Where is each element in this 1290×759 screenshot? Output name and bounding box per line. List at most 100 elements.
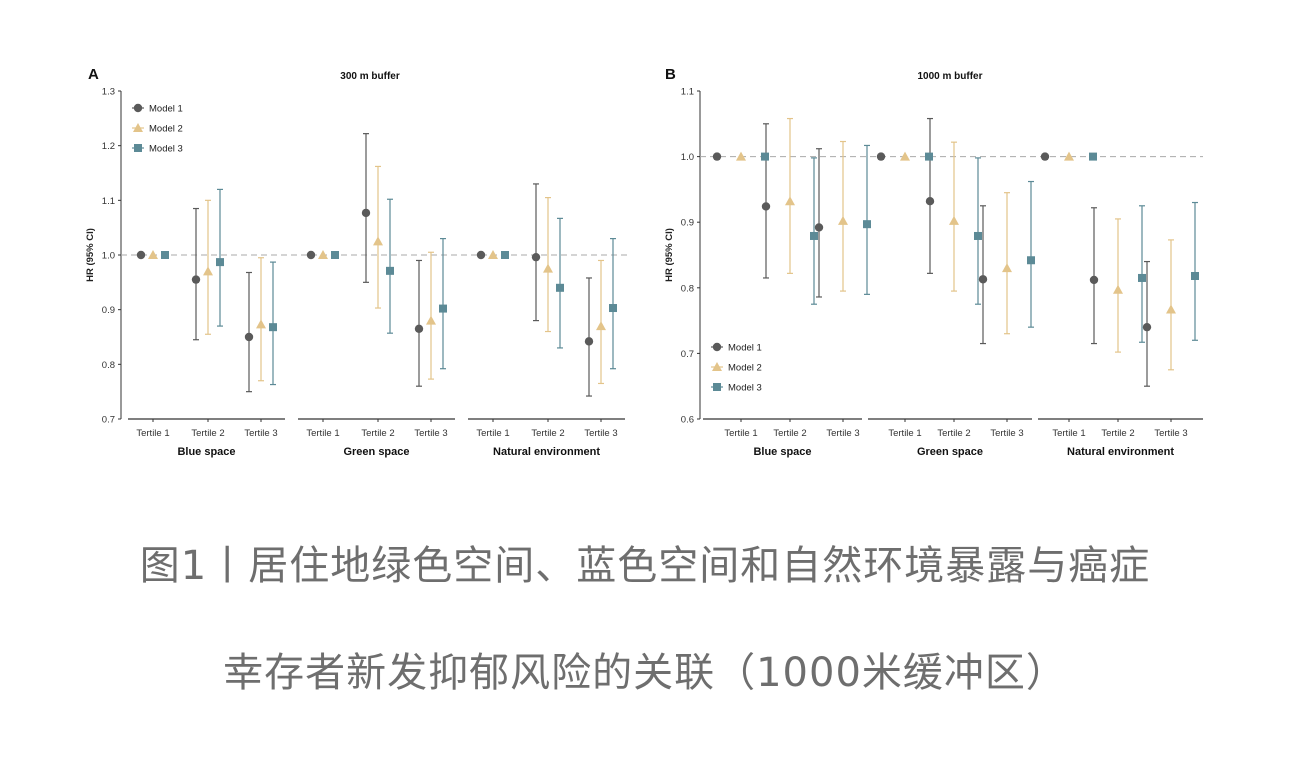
figure-caption-line-1: 图1丨居住地绿色空间、蓝色空间和自然环境暴露与癌症	[139, 543, 1151, 589]
panel-a-legend-label: Model 2	[149, 124, 183, 135]
panel-a-point	[136, 250, 146, 260]
panel-a-y-tick-label: 1.3	[102, 87, 115, 98]
panel-b-point	[925, 152, 933, 161]
panel-a-y-tick-label: 1.1	[102, 196, 115, 207]
panel-b-legend-marker	[712, 362, 722, 371]
panel-b-x-tick-label: Tertile 1	[724, 428, 757, 439]
panel-b-point	[736, 151, 746, 161]
panel-b-point	[838, 215, 848, 225]
panel-b-legend-marker	[712, 342, 722, 352]
panel-b-y-axis-label: HR (95% CI)	[664, 228, 675, 282]
panel-a-point	[584, 337, 594, 346]
panel-b-point	[1040, 152, 1050, 161]
panel-a-point	[191, 275, 201, 284]
panel-b-x-tick-label: Tertile 2	[1101, 428, 1134, 439]
panel-b-point	[974, 231, 982, 240]
panel-a-group-label: Blue space	[177, 446, 235, 458]
panel-a-point	[161, 251, 169, 259]
panel-a-y-tick-label: 0.8	[102, 360, 115, 371]
panel-a-point	[203, 266, 213, 276]
panel-b-point	[761, 202, 771, 211]
panel-b-point	[1089, 275, 1099, 285]
panel-a-point	[476, 250, 486, 260]
panel-a-point	[361, 208, 371, 218]
panel-a-point	[501, 251, 509, 259]
panel-a-title: 300 m buffer	[340, 71, 400, 82]
panel-b-legend-marker	[713, 383, 721, 391]
panel-b-x-tick-label: Tertile 1	[888, 428, 921, 439]
panel-b-point	[814, 223, 824, 232]
panel-b-y-tick-label: 0.9	[681, 218, 694, 229]
panel-b-letter: B	[665, 66, 676, 83]
panel-b-y-tick-label: 1.1	[681, 87, 694, 98]
panel-a-point	[373, 236, 383, 246]
panel-b-point	[1166, 304, 1176, 314]
panel-b-point	[785, 196, 795, 206]
panel-b-legend-label: Model 1	[728, 343, 762, 354]
panel-b-point	[810, 231, 818, 240]
panel-a-x-tick-label: Tertile 3	[584, 428, 617, 439]
panel-a-group-label: Natural environment	[493, 446, 600, 458]
panel-a-legend-marker	[134, 144, 142, 152]
panel-a-x-tick-label: Tertile 1	[476, 428, 509, 439]
panel-a-point	[543, 263, 553, 273]
panel-a-point	[244, 332, 254, 342]
panel-a-x-tick-label: Tertile 2	[361, 428, 394, 439]
panel-b-point	[949, 215, 959, 225]
panel-a-group-label: Green space	[343, 446, 409, 458]
panel-a-legend-label: Model 3	[149, 144, 183, 155]
panel-b-x-tick-label: Tertile 1	[1052, 428, 1085, 439]
panel-a-point	[596, 321, 606, 331]
panel-b-x-tick-label: Tertile 3	[826, 428, 859, 439]
panel-a-x-tick-label: Tertile 3	[414, 428, 447, 439]
panel-b-point	[925, 197, 935, 206]
panel-a-x-tick-label: Tertile 3	[244, 428, 277, 439]
panel-b-point	[1002, 263, 1012, 273]
panel-b-legend-label: Model 2	[728, 363, 762, 374]
panel-a-legend-marker	[133, 103, 143, 113]
panel-b-x-tick-label: Tertile 3	[990, 428, 1023, 439]
panel-a-point	[318, 250, 328, 259]
panel-b-point	[863, 220, 871, 229]
panel-b-point	[978, 275, 988, 284]
panel-b-y-tick-label: 0.7	[681, 349, 694, 360]
panel-a-point	[556, 283, 564, 292]
panel-b-x-tick-label: Tertile 2	[773, 428, 806, 439]
panel-b-point	[1113, 284, 1123, 294]
panel-a-point	[426, 315, 436, 325]
panel-b-point	[1191, 271, 1199, 280]
panel-b-y-tick-label: 1.0	[681, 152, 694, 163]
panel-b-point	[1142, 322, 1152, 332]
panel-b-title: 1000 m buffer	[917, 71, 982, 82]
panel-a-x-tick-label: Tertile 1	[306, 428, 339, 439]
panel-a-point	[306, 250, 316, 260]
panel-b-group-label: Green space	[917, 446, 983, 458]
panel-a-point	[531, 252, 541, 262]
panel-a-x-tick-label: Tertile 2	[191, 428, 224, 439]
panel-a-point	[414, 324, 424, 333]
panel-b-point	[761, 152, 769, 161]
panel-b-point	[900, 151, 910, 161]
panel-a-point	[269, 323, 277, 332]
panel-a-point	[609, 304, 617, 313]
panel-a-y-tick-label: 1.0	[102, 251, 115, 262]
panel-b-y-tick-label: 0.8	[681, 283, 694, 294]
panel-a-x-tick-label: Tertile 1	[136, 428, 169, 439]
panel-b-point	[876, 152, 886, 161]
panel-b-point	[1027, 256, 1035, 265]
panel-a-y-tick-label: 0.9	[102, 305, 115, 316]
forest-plot-figure: A 300 m buffer 0.7 0.8 0.9 1.0 1.1 1.2 1.3 HR (95…	[85, 66, 1203, 458]
panel-a-y-tick-label: 0.7	[102, 415, 115, 426]
panel-b-legend-label: Model 3	[728, 383, 762, 394]
panel-b-point	[1064, 151, 1074, 161]
figure-caption-line-2: 幸存者新发抑郁风险的关联（1000米缓冲区）	[223, 650, 1067, 696]
panel-a-point	[439, 304, 447, 313]
panel-a-x-tick-label: Tertile 2	[531, 428, 564, 439]
panel-b-x-tick-label: Tertile 3	[1154, 428, 1187, 439]
panel-b-group-label: Blue space	[753, 446, 811, 458]
panel-a-y-tick-label: 1.2	[102, 141, 115, 152]
panel-a-point	[331, 251, 339, 259]
panel-a-letter: A	[88, 66, 99, 83]
panel-b-group-label: Natural environment	[1067, 446, 1174, 458]
panel-a-point	[256, 319, 266, 329]
